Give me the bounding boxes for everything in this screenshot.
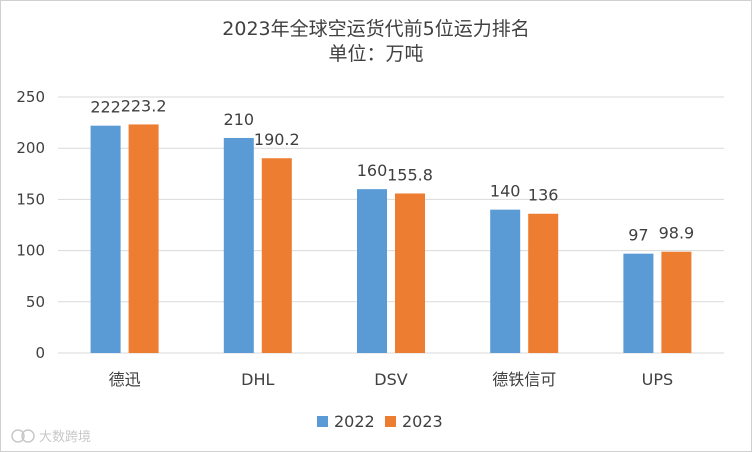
y-tick-label: 100 (16, 242, 45, 260)
chart-title: 2023年全球空运货代前5位运力排名 (222, 18, 529, 40)
bar-2023-3 (528, 213, 559, 353)
data-label: 160 (357, 161, 388, 180)
legend-swatch-2022 (317, 416, 328, 427)
bar-2023-4 (661, 251, 692, 353)
data-label: 98.9 (659, 224, 695, 243)
x-axis-categories: 德迅 DHL DSV 德铁信可 UPS (109, 370, 674, 389)
bars (90, 124, 692, 353)
category-label: UPS (642, 370, 674, 389)
legend: 2022 2023 (317, 412, 443, 431)
data-label: 223.2 (121, 96, 167, 115)
category-label: DHL (241, 370, 274, 389)
bar-2023-0 (128, 124, 159, 353)
category-label: DSV (374, 370, 407, 389)
legend-swatch-2023 (385, 416, 396, 427)
category-label: 德迅 (109, 370, 141, 389)
data-label: 97 (628, 226, 648, 245)
y-tick-label: 200 (16, 139, 45, 157)
data-label: 210 (224, 110, 255, 129)
bar-2022-0 (90, 125, 121, 353)
bar-2023-1 (261, 158, 292, 353)
bar-2023-2 (395, 193, 425, 353)
bar-2022-4 (623, 253, 654, 353)
gridlines (58, 96, 724, 354)
chart-subtitle: 单位：万吨 (328, 43, 423, 65)
legend-label: 2023 (402, 412, 443, 431)
y-tick-label: 150 (16, 190, 45, 208)
data-label: 136 (528, 186, 559, 205)
y-tick-label: 50 (26, 293, 45, 311)
data-label: 140 (490, 182, 521, 201)
category-label: 德铁信可 (492, 370, 556, 389)
watermark: 大数跨境 (11, 429, 91, 445)
legend-label: 2022 (334, 412, 375, 431)
y-axis-ticks: 0 50 100 150 200 250 (16, 88, 45, 362)
bar-2022-2 (357, 189, 387, 353)
watermark-text: 大数跨境 (39, 430, 91, 445)
data-label: 222 (90, 98, 121, 117)
bar-2022-1 (223, 137, 254, 353)
y-tick-label: 0 (35, 344, 45, 362)
data-label: 155.8 (387, 165, 433, 184)
bar-2022-3 (490, 209, 521, 353)
brand-logo-icon (11, 429, 35, 443)
y-tick-label: 250 (16, 88, 45, 106)
data-label: 190.2 (254, 130, 300, 149)
